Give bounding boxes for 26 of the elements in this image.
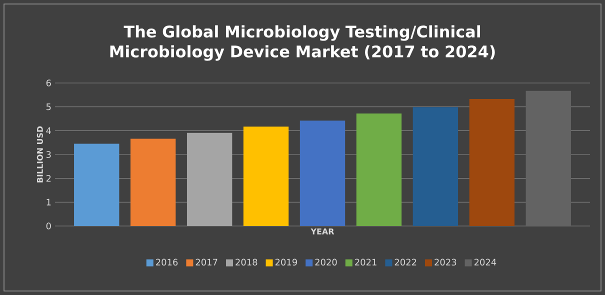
y-tick-label: 0 — [46, 222, 51, 230]
bar — [356, 114, 402, 226]
legend-label: 2016 — [156, 258, 178, 266]
legend-label: 2024 — [474, 258, 496, 266]
bar — [300, 120, 346, 226]
legend-label: 2021 — [355, 258, 376, 266]
y-tick-label: 1 — [46, 198, 51, 206]
bar — [469, 98, 515, 226]
bar — [526, 90, 571, 226]
y-tick-label: 6 — [46, 80, 51, 86]
legend-label: 2020 — [315, 258, 337, 266]
legend-label: 2022 — [394, 258, 416, 266]
bar — [186, 132, 232, 226]
legend-label: 2023 — [434, 258, 456, 266]
legend-label: 2018 — [236, 258, 258, 266]
chart-title: The Global Microbiology Testing/Clinical Microbiology Device Market (2017 to 2024) — [110, 25, 495, 61]
legend-label: 2017 — [196, 258, 218, 266]
legend-label: 2019 — [275, 258, 297, 266]
bar — [130, 138, 176, 226]
y-tick-label: 2 — [46, 175, 51, 182]
y-tick-label: 4 — [46, 127, 51, 134]
y-tick-label: 5 — [46, 104, 51, 110]
bar — [412, 107, 458, 226]
y-tick-label: 3 — [46, 151, 51, 158]
bar — [74, 144, 120, 226]
bar — [243, 126, 289, 226]
